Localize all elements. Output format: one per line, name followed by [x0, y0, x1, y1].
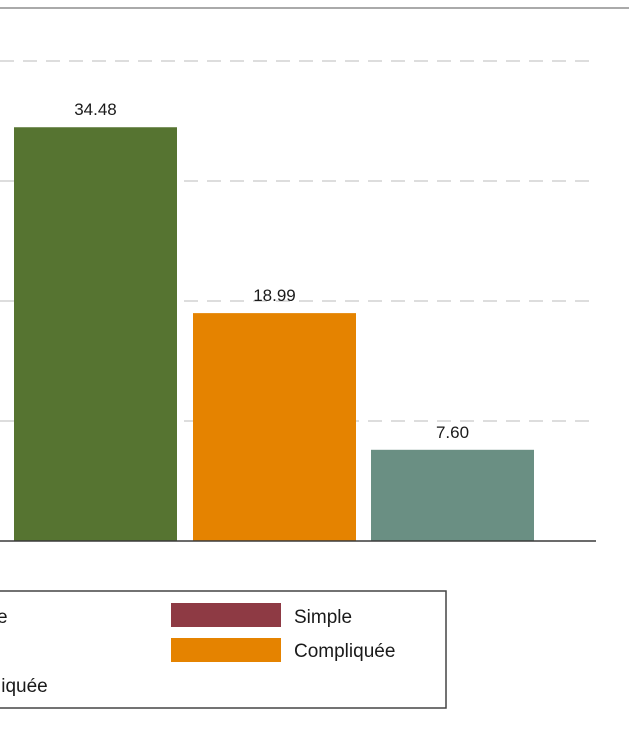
- bar-1: [14, 127, 177, 542]
- legend-label-2: Simple: [294, 607, 352, 628]
- legend-label-3: Compliquée: [294, 641, 395, 662]
- legend-swatch-2: [171, 603, 281, 627]
- bar-2-value-label: 18.99: [253, 286, 296, 305]
- legend-label-1: e: [0, 607, 8, 628]
- bar-1-value-label: 34.48: [74, 100, 117, 119]
- legend: e Simple Compliquée liquée: [0, 590, 447, 709]
- legend-label-4: liquée: [0, 676, 48, 697]
- bar-3-value-label: 7.60: [436, 423, 469, 442]
- bars: 34.48 18.99 7.60: [14, 100, 534, 542]
- bar-2: [193, 313, 356, 541]
- legend-swatch-3: [171, 638, 281, 662]
- bar-3: [371, 449, 534, 541]
